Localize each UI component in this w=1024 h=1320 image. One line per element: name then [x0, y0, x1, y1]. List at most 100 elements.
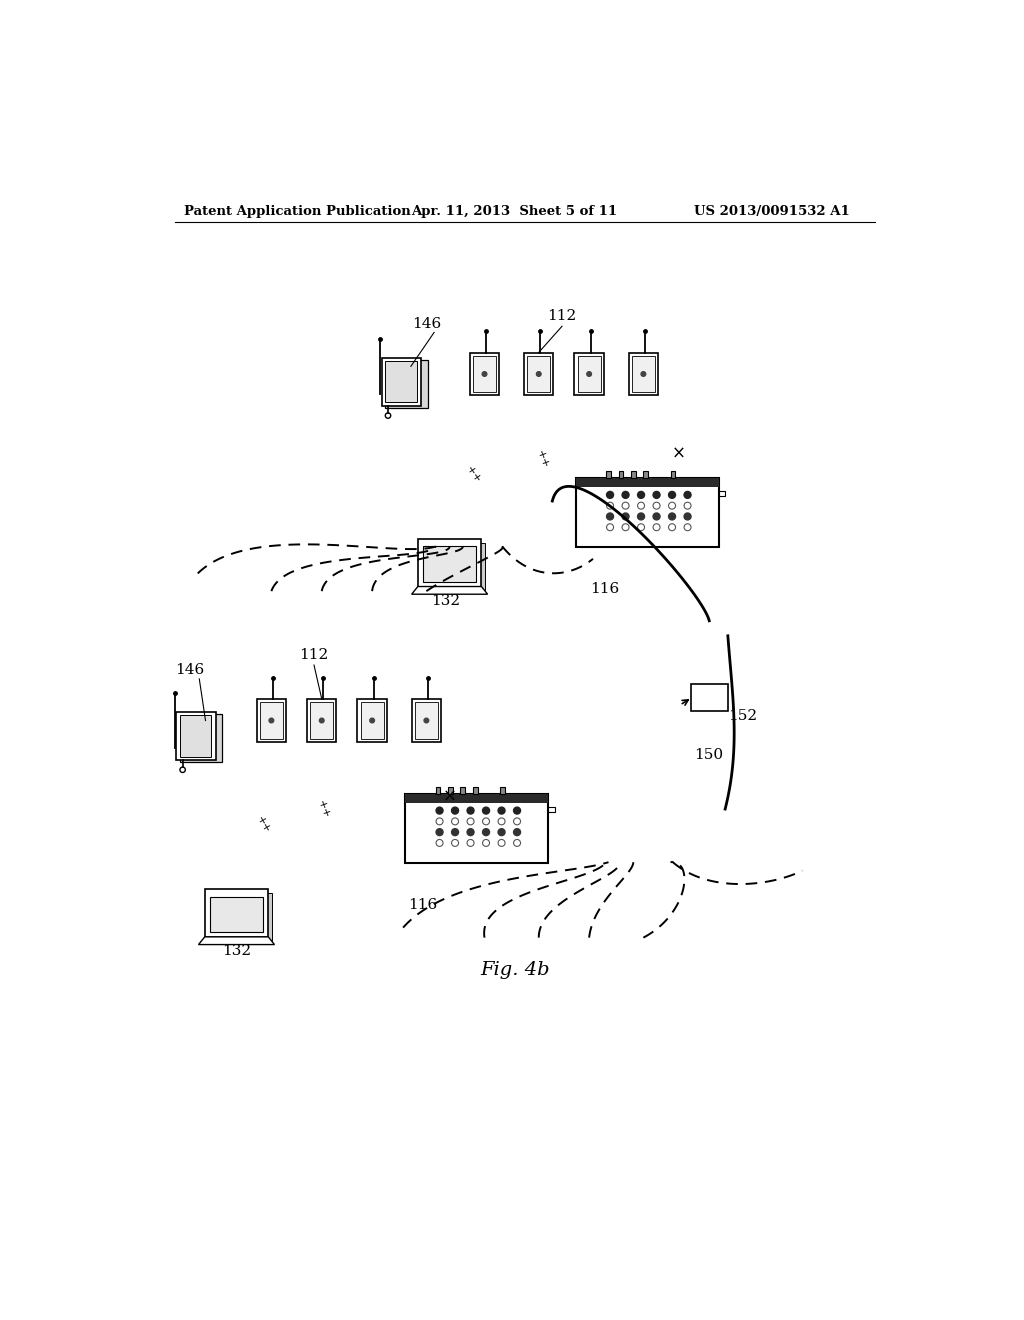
Circle shape — [498, 818, 505, 825]
FancyBboxPatch shape — [631, 471, 636, 478]
Circle shape — [482, 829, 489, 836]
FancyBboxPatch shape — [500, 787, 505, 793]
FancyBboxPatch shape — [629, 352, 658, 395]
FancyBboxPatch shape — [382, 358, 421, 405]
FancyBboxPatch shape — [385, 360, 417, 403]
FancyBboxPatch shape — [449, 787, 453, 793]
FancyBboxPatch shape — [412, 700, 441, 742]
Circle shape — [606, 502, 613, 510]
Circle shape — [638, 491, 644, 499]
FancyBboxPatch shape — [357, 700, 387, 742]
FancyBboxPatch shape — [435, 787, 440, 793]
FancyBboxPatch shape — [360, 702, 384, 739]
Circle shape — [514, 818, 520, 825]
Text: +
+: + + — [466, 463, 484, 484]
Circle shape — [684, 513, 691, 520]
FancyBboxPatch shape — [385, 360, 428, 408]
FancyBboxPatch shape — [549, 807, 555, 812]
FancyBboxPatch shape — [606, 471, 611, 478]
Circle shape — [467, 818, 474, 825]
Circle shape — [436, 818, 443, 825]
FancyBboxPatch shape — [423, 546, 476, 582]
Text: ×: × — [672, 445, 685, 463]
FancyBboxPatch shape — [260, 702, 283, 739]
FancyBboxPatch shape — [307, 700, 337, 742]
FancyBboxPatch shape — [574, 352, 604, 395]
Text: 146: 146 — [412, 317, 441, 331]
Polygon shape — [199, 937, 274, 945]
FancyBboxPatch shape — [473, 787, 477, 793]
Circle shape — [514, 840, 520, 846]
Circle shape — [606, 513, 613, 520]
FancyBboxPatch shape — [643, 471, 648, 478]
Text: 152: 152 — [729, 710, 758, 723]
Text: Fig. 4b: Fig. 4b — [480, 961, 550, 978]
Text: 112: 112 — [548, 309, 577, 323]
Circle shape — [498, 829, 505, 836]
Circle shape — [669, 491, 676, 499]
Circle shape — [436, 840, 443, 846]
Circle shape — [638, 513, 644, 520]
Circle shape — [669, 502, 676, 510]
Circle shape — [537, 372, 541, 376]
FancyBboxPatch shape — [473, 356, 496, 392]
Circle shape — [467, 829, 474, 836]
FancyBboxPatch shape — [179, 715, 211, 756]
Circle shape — [622, 502, 629, 510]
FancyBboxPatch shape — [257, 700, 286, 742]
Text: Patent Application Publication: Patent Application Publication — [183, 205, 411, 218]
Circle shape — [424, 718, 429, 723]
Circle shape — [482, 372, 486, 376]
FancyBboxPatch shape — [179, 714, 222, 762]
Circle shape — [467, 840, 474, 846]
Circle shape — [498, 840, 505, 846]
Circle shape — [498, 807, 505, 814]
Text: +
+: + + — [318, 799, 333, 818]
Circle shape — [452, 829, 459, 836]
Polygon shape — [412, 586, 487, 594]
Circle shape — [684, 524, 691, 531]
FancyBboxPatch shape — [205, 890, 268, 937]
Circle shape — [587, 372, 592, 376]
Text: +
+: + + — [538, 447, 553, 469]
Circle shape — [622, 524, 629, 531]
FancyBboxPatch shape — [618, 471, 624, 478]
Circle shape — [622, 513, 629, 520]
FancyBboxPatch shape — [310, 702, 334, 739]
Circle shape — [653, 502, 660, 510]
FancyBboxPatch shape — [406, 793, 549, 803]
Circle shape — [482, 807, 489, 814]
FancyBboxPatch shape — [461, 787, 465, 793]
Circle shape — [467, 807, 474, 814]
Circle shape — [436, 829, 443, 836]
FancyBboxPatch shape — [210, 896, 263, 932]
Circle shape — [269, 718, 273, 723]
Circle shape — [638, 524, 644, 531]
Circle shape — [482, 840, 489, 846]
FancyBboxPatch shape — [671, 471, 675, 478]
Circle shape — [622, 491, 629, 499]
FancyBboxPatch shape — [575, 478, 719, 487]
Circle shape — [452, 807, 459, 814]
Circle shape — [669, 524, 676, 531]
FancyBboxPatch shape — [719, 491, 725, 496]
Text: +
+: + + — [257, 813, 273, 834]
Circle shape — [514, 807, 520, 814]
Circle shape — [606, 524, 613, 531]
FancyBboxPatch shape — [527, 356, 550, 392]
Text: 132: 132 — [431, 594, 461, 609]
Text: 146: 146 — [175, 664, 205, 677]
Circle shape — [370, 718, 375, 723]
Text: ×: × — [442, 787, 457, 805]
Circle shape — [684, 491, 691, 499]
FancyBboxPatch shape — [632, 356, 655, 392]
Text: 132: 132 — [222, 944, 251, 958]
Circle shape — [684, 502, 691, 510]
Text: US 2013/0091532 A1: US 2013/0091532 A1 — [693, 205, 850, 218]
Circle shape — [606, 491, 613, 499]
FancyBboxPatch shape — [575, 478, 719, 548]
FancyBboxPatch shape — [406, 793, 549, 863]
Circle shape — [669, 513, 676, 520]
Text: Apr. 11, 2013  Sheet 5 of 11: Apr. 11, 2013 Sheet 5 of 11 — [411, 205, 617, 218]
Circle shape — [653, 513, 660, 520]
